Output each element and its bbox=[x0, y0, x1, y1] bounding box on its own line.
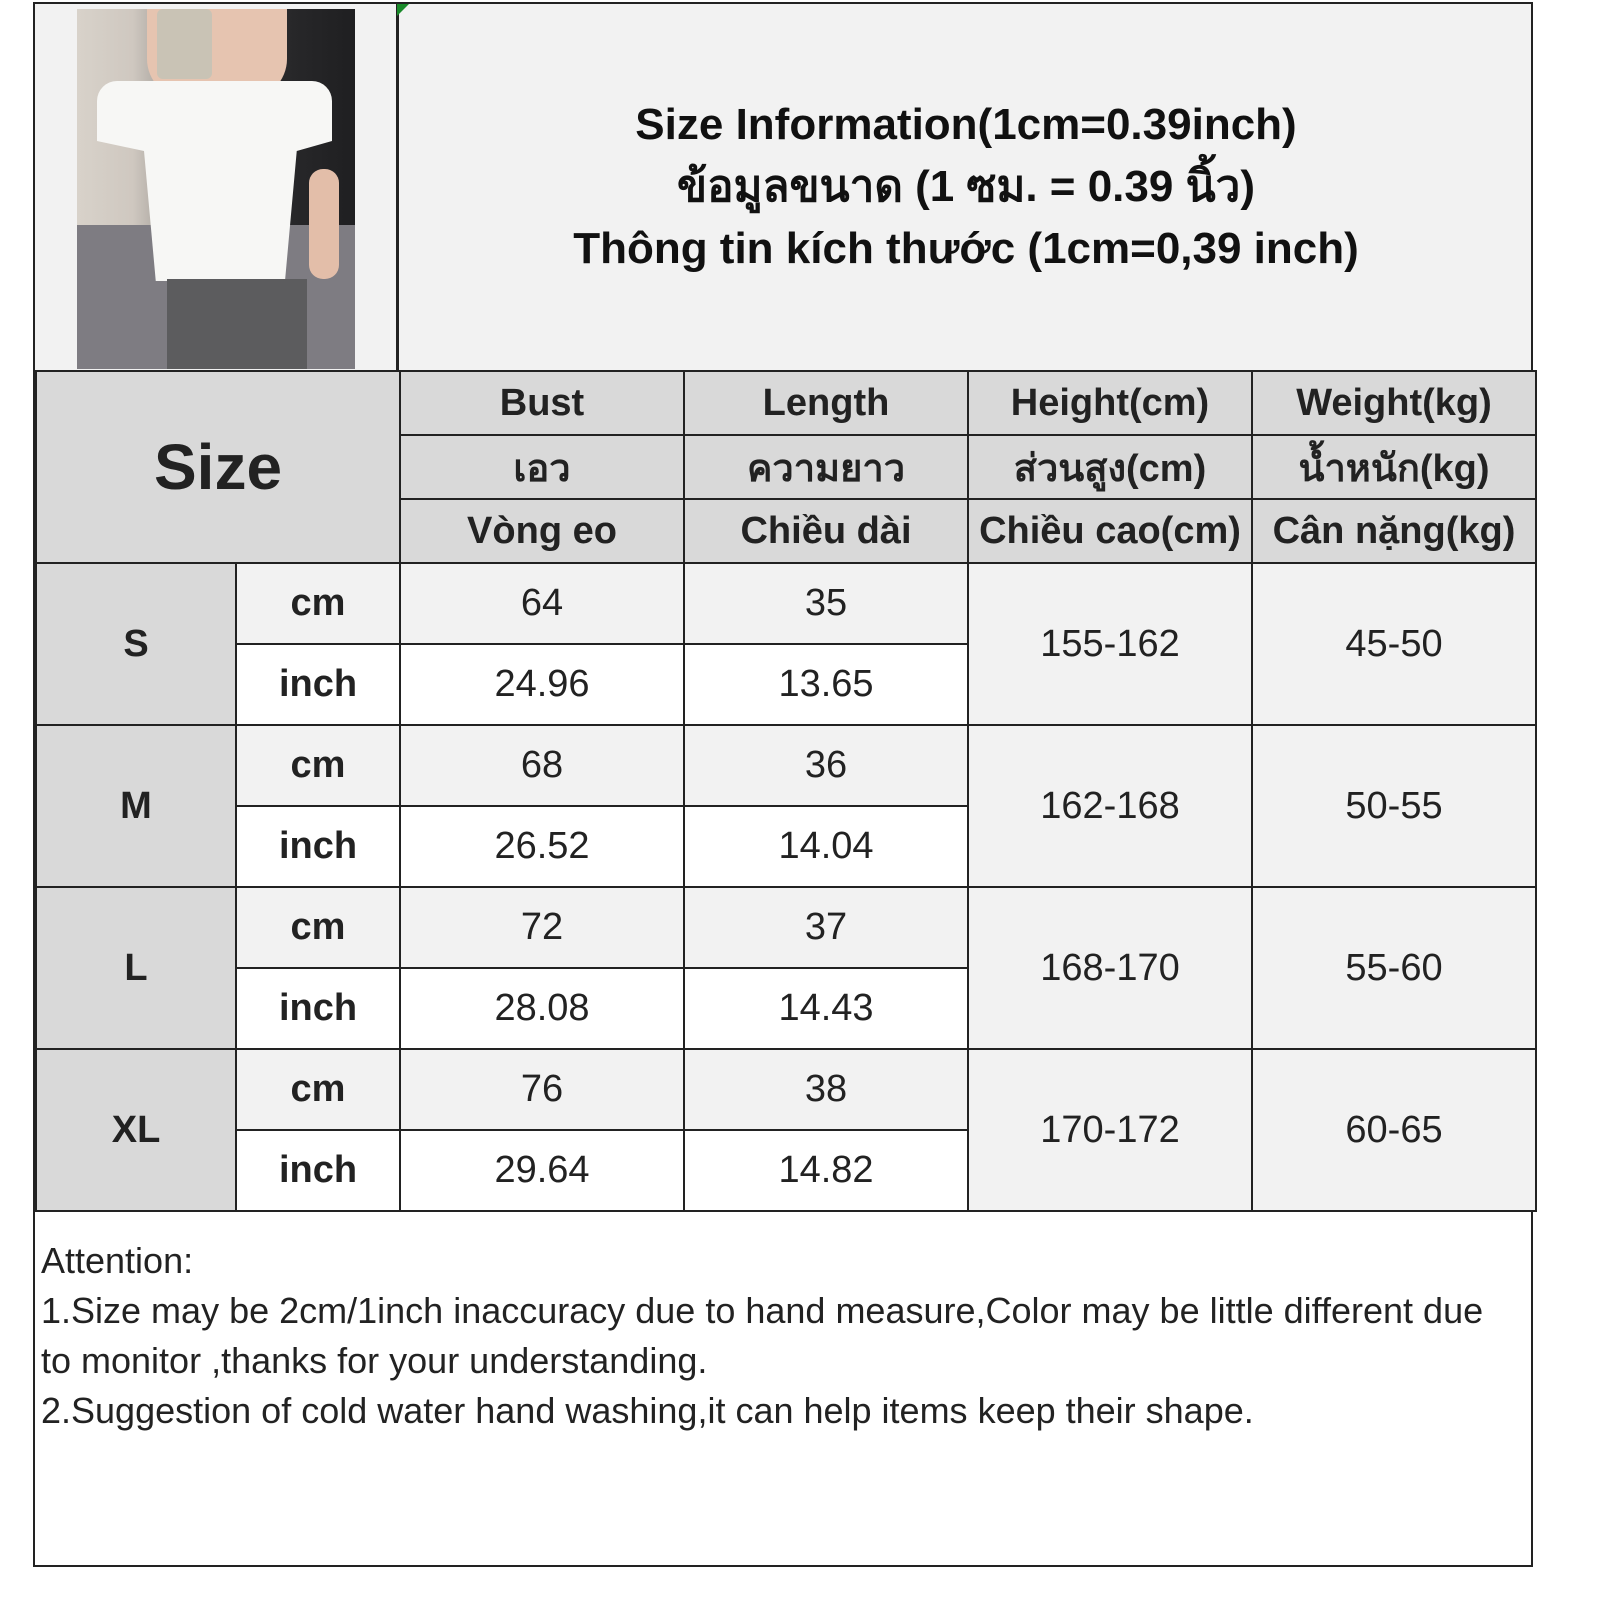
attention-item: 1.Size may be 2cm/1inch inaccuracy due t… bbox=[41, 1290, 1484, 1381]
length-inch: 14.43 bbox=[683, 967, 969, 1050]
header-height-thai: ส่วนสูง(cm) bbox=[967, 434, 1253, 500]
length-cm: 37 bbox=[683, 886, 969, 969]
size-chart: Size Information(1cm=0.39inch) ข้อมูลขนา… bbox=[33, 2, 1537, 1567]
attention-heading: Attention: bbox=[41, 1240, 194, 1281]
table-row: XL cm 76 38 170-172 60-65 bbox=[35, 1048, 1537, 1212]
header-weight-thai: น้ำหนัก(kg) bbox=[1251, 434, 1537, 500]
title-thai: ข้อมูลขนาด (1 ซม. = 0.39 นิ้ว) bbox=[676, 162, 1255, 211]
height-range: 155-162 bbox=[967, 562, 1253, 726]
table-row: inch 24.96 13.65 bbox=[36, 643, 1536, 726]
header-weight: Weight(kg) bbox=[1251, 370, 1537, 436]
height-range: 170-172 bbox=[967, 1048, 1253, 1212]
weight-range: 50-55 bbox=[1251, 724, 1537, 888]
bust-cm: 64 bbox=[399, 562, 685, 645]
weight-range: 60-65 bbox=[1251, 1048, 1537, 1212]
size-table: Size Bust Length Height(cm) Weight(kg) เ… bbox=[35, 370, 1537, 1212]
unit-inch: inch bbox=[235, 643, 401, 726]
size-cell: S bbox=[35, 562, 237, 726]
header-section: Size Information(1cm=0.39inch) ข้อมูลขนา… bbox=[35, 4, 1531, 372]
header-weight-vn: Cân nặng(kg) bbox=[1251, 498, 1537, 564]
header-bust-thai: เอว bbox=[399, 434, 685, 500]
unit-cm: cm bbox=[235, 562, 401, 645]
size-header: Size bbox=[35, 370, 401, 564]
length-cm: 38 bbox=[683, 1048, 969, 1131]
unit-cm: cm bbox=[235, 886, 401, 969]
length-inch: 14.04 bbox=[683, 805, 969, 888]
header-length-vn: Chiều dài bbox=[683, 498, 969, 564]
cell-marker-icon bbox=[397, 4, 409, 16]
product-photo bbox=[77, 9, 355, 369]
bust-cm: 68 bbox=[399, 724, 685, 807]
size-info-title: Size Information(1cm=0.39inch) ข้อมูลขนา… bbox=[401, 4, 1531, 370]
unit-inch: inch bbox=[235, 805, 401, 888]
bust-cm: 76 bbox=[399, 1048, 685, 1131]
height-range: 162-168 bbox=[967, 724, 1253, 888]
header-bust: Bust bbox=[399, 370, 685, 436]
length-inch: 14.82 bbox=[683, 1129, 969, 1212]
table-row: L cm 72 37 168-170 55-60 bbox=[35, 886, 1537, 1050]
size-cell: L bbox=[35, 886, 237, 1050]
title-english: Size Information(1cm=0.39inch) bbox=[635, 100, 1297, 149]
unit-cm: cm bbox=[235, 724, 401, 807]
header-height: Height(cm) bbox=[967, 370, 1253, 436]
bust-inch: 28.08 bbox=[399, 967, 685, 1050]
table-row: inch 29.64 14.82 bbox=[36, 1129, 1536, 1212]
title-vietnamese: Thông tin kích thước (1cm=0,39 inch) bbox=[573, 224, 1359, 273]
bust-cm: 72 bbox=[399, 886, 685, 969]
length-inch: 13.65 bbox=[683, 643, 969, 726]
height-range: 168-170 bbox=[967, 886, 1253, 1050]
header-length-thai: ความยาว bbox=[683, 434, 969, 500]
attention-notes: Attention: 1.Size may be 2cm/1inch inacc… bbox=[41, 1236, 1521, 1436]
table-row: inch 26.52 14.04 bbox=[36, 805, 1536, 888]
unit-inch: inch bbox=[235, 1129, 401, 1212]
unit-inch: inch bbox=[235, 967, 401, 1050]
size-cell: M bbox=[35, 724, 237, 888]
bust-inch: 29.64 bbox=[399, 1129, 685, 1212]
header-bust-vn: Vòng eo bbox=[399, 498, 685, 564]
weight-range: 55-60 bbox=[1251, 886, 1537, 1050]
size-cell: XL bbox=[35, 1048, 237, 1212]
length-cm: 35 bbox=[683, 562, 969, 645]
product-photo-cell bbox=[35, 4, 399, 370]
bust-inch: 24.96 bbox=[399, 643, 685, 726]
table-row: inch 28.08 14.43 bbox=[36, 967, 1536, 1050]
attention-item: 2.Suggestion of cold water hand washing,… bbox=[41, 1390, 1254, 1431]
table-row: S cm 64 35 155-162 45-50 bbox=[35, 562, 1537, 726]
header-height-vn: Chiều cao(cm) bbox=[967, 498, 1253, 564]
weight-range: 45-50 bbox=[1251, 562, 1537, 726]
bust-inch: 26.52 bbox=[399, 805, 685, 888]
length-cm: 36 bbox=[683, 724, 969, 807]
unit-cm: cm bbox=[235, 1048, 401, 1131]
header-length: Length bbox=[683, 370, 969, 436]
table-row: M cm 68 36 162-168 50-55 bbox=[35, 724, 1537, 888]
